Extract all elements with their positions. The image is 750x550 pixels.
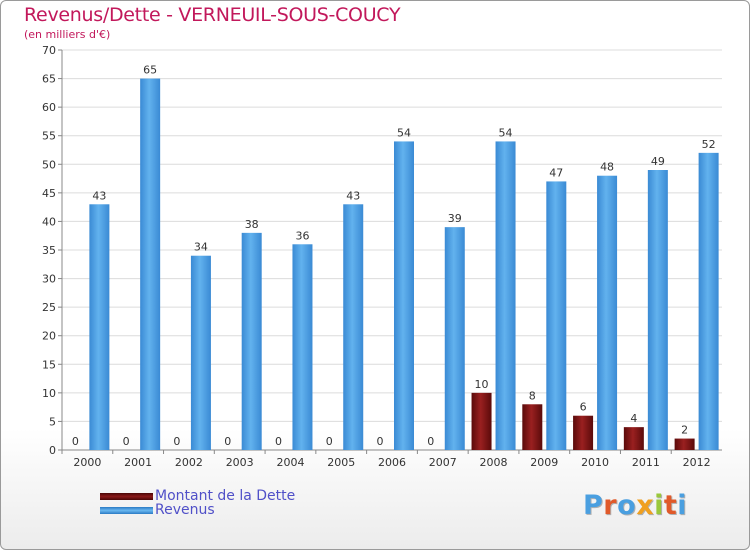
y-tick-label: 15 [42,358,56,371]
legend-item-dette: Montant de la Dette [100,488,295,504]
bar-revenus-2005 [343,204,364,450]
bar-dette-2010 [573,415,594,450]
bar-dette-2009 [522,404,543,450]
logo-letter: P [583,490,604,521]
data-label-revenus-2010: 48 [600,161,614,174]
x-tick-label: 2012 [683,456,711,469]
data-label-dette-2007: 0 [427,435,434,448]
data-label-dette-2005: 0 [326,435,333,448]
legend-swatch-revenus [100,506,153,514]
chart-title: Revenus/Dette - VERNEUIL-SOUS-COUCY [24,4,401,26]
logo-letter: i [677,490,688,521]
data-label-revenus-2009: 47 [549,166,563,179]
data-label-revenus-2011: 49 [651,155,665,168]
legend-label-dette: Montant de la Dette [155,488,296,504]
data-label-dette-2008: 10 [475,378,489,391]
bar-revenus-2009 [546,181,567,450]
data-label-dette-2004: 0 [275,435,282,448]
data-label-dette-2012: 2 [681,424,688,437]
logo-letter: t [663,490,678,521]
logo-letter: r [603,490,618,521]
y-tick-label: 40 [42,215,56,228]
y-tick-label: 0 [49,444,56,457]
y-tick-label: 10 [42,387,56,400]
y-tick-label: 55 [42,130,56,143]
data-label-dette-2002: 0 [173,435,180,448]
bar-revenus-2008 [495,141,516,450]
data-label-dette-2009: 8 [529,389,536,402]
x-tick-label: 2007 [429,456,457,469]
bar-revenus-2004 [292,244,313,450]
y-tick-label: 35 [42,244,56,257]
y-tick-label: 20 [42,330,56,343]
x-tick-label: 2001 [124,456,152,469]
chart-subtitle: (en milliers d'€) [24,28,111,41]
data-label-revenus-2012: 52 [702,138,716,151]
data-label-revenus-2002: 34 [194,241,208,254]
x-tick-label: 2010 [581,456,609,469]
bar-revenus-2007 [444,227,465,450]
bar-dette-2011 [623,427,644,450]
bar-dette-2008 [471,392,492,450]
y-tick-label: 45 [42,187,56,200]
y-tick-label: 5 [49,415,56,428]
y-tick-label: 60 [42,101,56,114]
x-tick-label: 2000 [73,456,101,469]
legend-swatch-dette [100,492,153,500]
legend-label-revenus: Revenus [155,502,215,518]
logo-letter: x [636,490,655,521]
y-tick-label: 30 [42,273,56,286]
data-label-revenus-2005: 43 [346,189,360,202]
data-label-dette-2011: 4 [630,412,637,425]
data-label-revenus-2003: 38 [245,218,259,231]
bar-revenus-2000 [89,204,110,450]
data-label-revenus-2006: 54 [397,126,411,139]
y-tick-label: 50 [42,158,56,171]
x-tick-label: 2002 [175,456,203,469]
logo-letter: o [617,490,637,521]
x-tick-label: 2003 [226,456,254,469]
bar-revenus-2002 [190,255,211,450]
y-tick-label: 25 [42,301,56,314]
data-label-revenus-2004: 36 [295,229,309,242]
y-tick-label: 70 [42,44,56,57]
data-label-revenus-2000: 43 [92,189,106,202]
data-label-revenus-2008: 54 [499,126,513,139]
data-label-dette-2010: 6 [580,401,587,414]
bar-dette-2012 [674,438,695,450]
bar-revenus-2012 [698,152,719,450]
x-tick-label: 2009 [530,456,558,469]
bar-revenus-2003 [241,232,262,450]
data-label-revenus-2001: 65 [143,64,157,77]
bar-revenus-2006 [394,141,414,450]
x-tick-label: 2006 [378,456,406,469]
data-label-dette-2000: 0 [72,435,79,448]
bar-revenus-2011 [647,170,668,450]
data-label-dette-2003: 0 [224,435,231,448]
x-tick-label: 2004 [276,456,304,469]
bar-revenus-2001 [140,78,161,451]
x-tick-label: 2011 [632,456,660,469]
data-label-dette-2006: 0 [377,435,384,448]
data-label-dette-2001: 0 [123,435,130,448]
x-tick-label: 2005 [327,456,355,469]
proxiti-logo: Proxiti [583,490,687,521]
logo-letter: i [654,490,664,521]
data-label-revenus-2007: 39 [448,212,462,225]
legend-item-revenus: Revenus [100,502,215,518]
x-tick-label: 2008 [480,456,508,469]
bar-revenus-2010 [597,175,618,450]
y-tick-label: 65 [42,73,56,86]
